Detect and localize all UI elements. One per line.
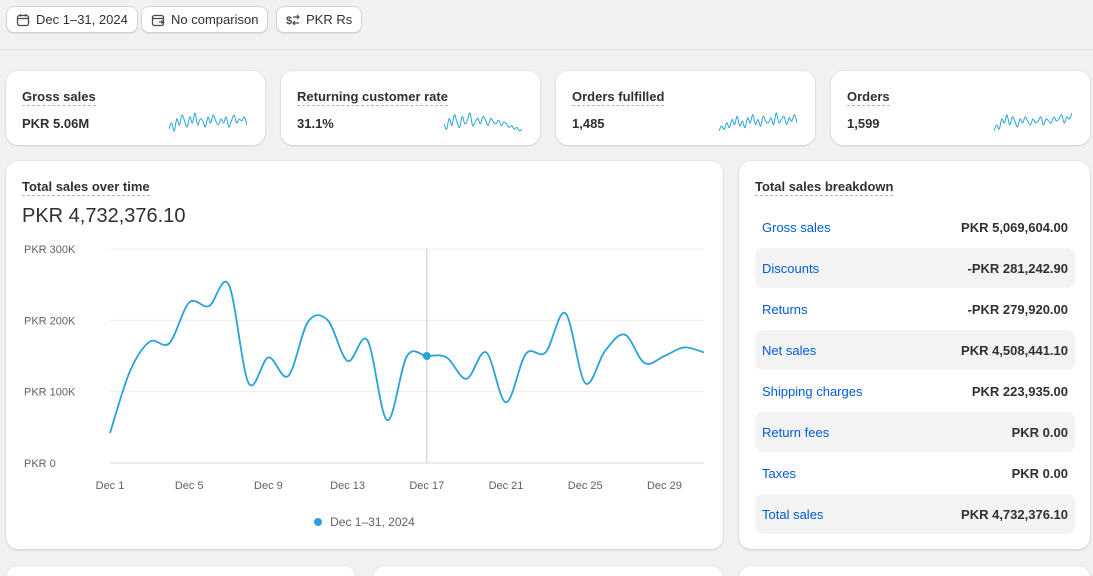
breakdown-row-shipping-charges: Shipping charges PKR 223,935.00	[755, 371, 1075, 411]
sales-line-chart[interactable]: PKR 0 PKR 100K PKR 200K PKR 300K Dec 1 Dec 5 D…	[6, 161, 723, 501]
date-range-label: Dec 1–31, 2024	[36, 12, 128, 27]
metric-title: Returning customer rate	[297, 89, 448, 106]
metric-card-returning-customer-rate[interactable]: Returning customer rate 31.1%	[281, 71, 540, 145]
x-tick-label: Dec 17	[409, 480, 444, 492]
breakdown-row-total-sales: Total sales PKR 4,732,376.10	[755, 494, 1075, 534]
legend-label: Dec 1–31, 2024	[330, 515, 415, 529]
toolbar: Dec 1–31, 2024 No comparison $ PKR Rs	[0, 0, 1093, 50]
breakdown-link[interactable]: Taxes	[762, 465, 796, 481]
breakdown-link[interactable]: Return fees	[762, 424, 830, 440]
sparkline	[994, 112, 1072, 132]
breakdown-link[interactable]: Returns	[762, 301, 808, 317]
x-tick-label: Dec 25	[568, 480, 603, 492]
y-tick-label: PKR 300K	[24, 244, 76, 256]
breakdown-link[interactable]: Total sales	[762, 506, 824, 522]
bottom-card-left	[6, 566, 356, 576]
svg-text:$: $	[286, 15, 292, 27]
y-tick-label: PKR 100K	[24, 387, 76, 399]
breakdown-title[interactable]: Total sales breakdown	[755, 179, 894, 196]
metric-card-gross-sales[interactable]: Gross sales PKR 5.06M	[6, 71, 265, 145]
metric-value: 31.1%	[297, 116, 334, 131]
sparkline	[719, 112, 797, 132]
hover-point	[422, 352, 431, 360]
breakdown-row-discounts: Discounts -PKR 281,242.90	[755, 248, 1075, 288]
currency-button[interactable]: $ PKR Rs	[276, 6, 363, 33]
metric-card-orders[interactable]: Orders 1,599	[831, 71, 1090, 145]
breakdown-value: -PKR 279,920.00	[967, 301, 1068, 317]
metric-card-orders-fulfilled[interactable]: Orders fulfilled 1,485	[556, 71, 815, 145]
currency-label: PKR Rs	[306, 12, 353, 27]
y-tick-label: PKR 0	[24, 458, 56, 470]
breakdown-value: PKR 5,069,604.00	[961, 219, 1068, 235]
breakdown-link[interactable]: Net sales	[762, 342, 817, 358]
comparison-button[interactable]: No comparison	[141, 6, 269, 33]
sales-breakdown-card: Total sales breakdown Gross sales PKR 5,…	[739, 161, 1090, 549]
currency-exchange-icon: $	[286, 14, 300, 27]
x-tick-label: Dec 1	[96, 480, 125, 492]
breakdown-link[interactable]: Shipping charges	[762, 383, 863, 399]
x-tick-label: Dec 13	[330, 480, 365, 492]
chart-legend[interactable]: Dec 1–31, 2024	[6, 515, 723, 529]
sparkline	[444, 112, 522, 132]
series-line	[109, 280, 705, 434]
sparkline-line	[444, 112, 522, 132]
x-tick-label: Dec 21	[489, 480, 524, 492]
breakdown-value: PKR 223,935.00	[971, 383, 1068, 399]
breakdown-link[interactable]: Gross sales	[762, 219, 831, 235]
metric-value: 1,485	[572, 116, 605, 131]
metric-title: Gross sales	[22, 89, 96, 106]
date-range-button[interactable]: Dec 1–31, 2024	[6, 6, 138, 33]
chart-total: PKR 4,732,376.10	[22, 205, 186, 227]
breakdown-value: -PKR 281,242.90	[967, 260, 1068, 276]
x-tick-label: Dec 5	[175, 480, 204, 492]
breakdown-value: PKR 4,732,376.10	[961, 506, 1068, 522]
breakdown-value: PKR 0.00	[1011, 465, 1068, 481]
sales-over-time-card: Total sales over time PKR 4,732,376.10 P…	[6, 161, 723, 549]
breakdown-value: PKR 4,508,441.10	[961, 342, 1068, 358]
sparkline-line	[719, 112, 797, 132]
metric-title: Orders fulfilled	[572, 89, 665, 106]
breakdown-row-net-sales: Net sales PKR 4,508,441.10	[755, 330, 1075, 370]
calendar-compare-icon	[151, 14, 165, 26]
legend-dot	[314, 518, 323, 526]
metric-value: 1,599	[847, 116, 880, 131]
comparison-label: No comparison	[171, 12, 259, 27]
sparkline-line	[994, 112, 1072, 132]
x-tick-label: Dec 9	[254, 480, 283, 492]
bottom-card-middle	[373, 566, 723, 576]
breakdown-value: PKR 0.00	[1011, 424, 1068, 440]
breakdown-row-return-fees: Return fees PKR 0.00	[755, 412, 1075, 452]
metric-value: PKR 5.06M	[22, 116, 90, 131]
bottom-card-right	[739, 566, 1090, 576]
metric-title: Orders	[847, 89, 890, 106]
breakdown-row-returns: Returns -PKR 279,920.00	[755, 289, 1075, 329]
y-tick-label: PKR 200K	[24, 315, 76, 327]
calendar-icon	[16, 13, 30, 26]
sparkline-line	[169, 112, 247, 132]
x-tick-label: Dec 29	[647, 480, 682, 492]
sparkline	[169, 112, 247, 132]
breakdown-row-taxes: Taxes PKR 0.00	[755, 453, 1075, 493]
chart-title[interactable]: Total sales over time	[22, 179, 150, 196]
breakdown-link[interactable]: Discounts	[762, 260, 820, 276]
breakdown-row-gross-sales: Gross sales PKR 5,069,604.00	[755, 207, 1075, 247]
